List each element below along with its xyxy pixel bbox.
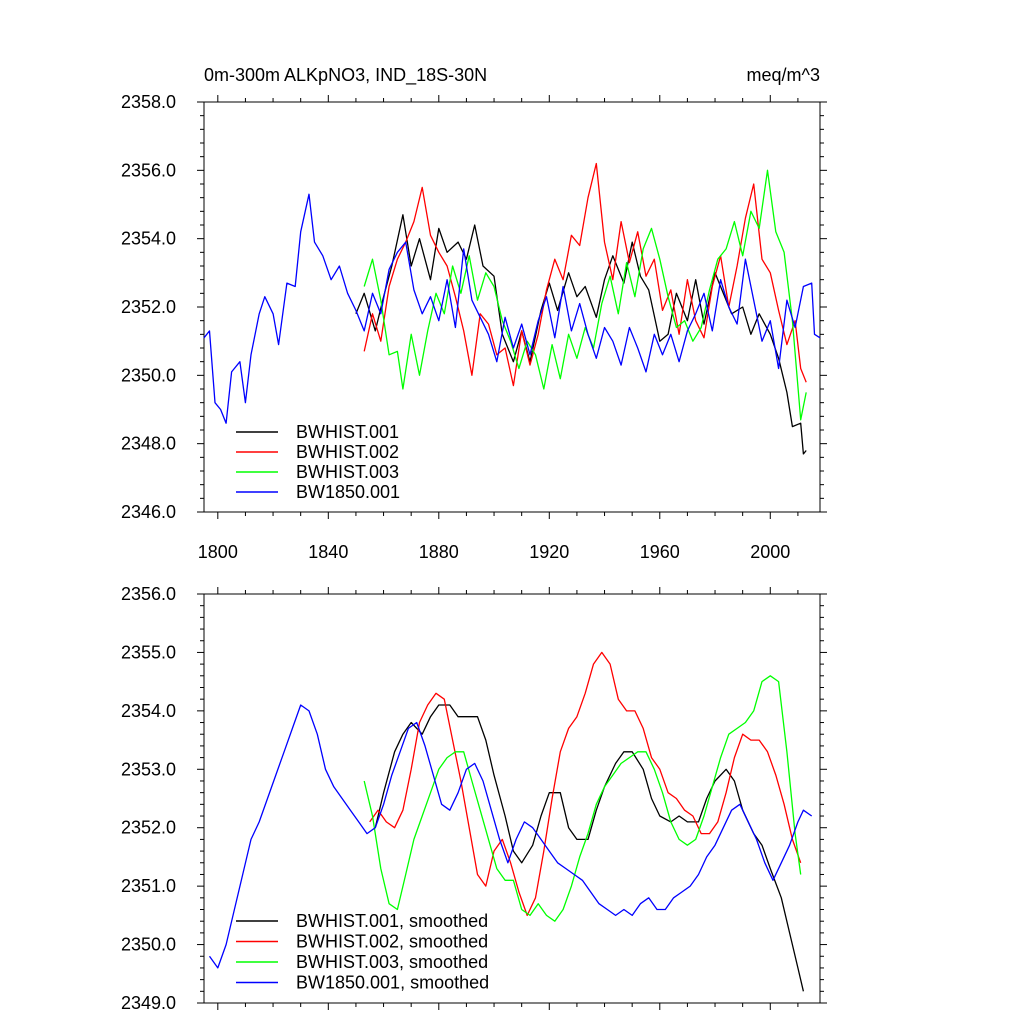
top-panel: 1800 1840 1880 1920 1960 2000 2346.0 2348.0 2350… — [121, 92, 827, 562]
y-tick-label: 2346.0 — [121, 502, 176, 522]
series-line-bw1850-001-smoothed — [208, 704, 813, 969]
series-line-bw1850-001 — [203, 193, 821, 424]
legend-label: BWHIST.001, smoothed — [296, 911, 488, 931]
y-tick-label: 2356.0 — [121, 160, 176, 180]
x-tick-label: 1920 — [529, 542, 569, 562]
legend-label: BWHIST.003 — [296, 462, 399, 482]
x-tick-label: 2000 — [750, 542, 790, 562]
y-tick-label: 2349.0 — [121, 993, 176, 1013]
legend-label: BWHIST.001 — [296, 422, 399, 442]
legend-label: BWHIST.002, smoothed — [296, 932, 488, 952]
y-tick-label: 2356.0 — [121, 584, 176, 604]
series-line-bwhist-003 — [363, 169, 807, 421]
chart-title: 0m-300m ALKpNO3, IND_18S-30N — [204, 65, 487, 86]
y-tick-label: 2352.0 — [121, 297, 176, 317]
legend-label: BWHIST.002 — [296, 442, 399, 462]
x-tick-label: 1840 — [308, 542, 348, 562]
y-tick-label: 2351.0 — [121, 876, 176, 896]
legend-label: BW1850.001, smoothed — [296, 973, 489, 993]
series-line-bwhist-002 — [363, 162, 807, 387]
y-tick-label: 2350.0 — [121, 365, 176, 385]
y-tick-label: 2353.0 — [121, 759, 176, 779]
x-tick-label: 1880 — [419, 542, 459, 562]
units-label: meq/m^3 — [747, 65, 820, 85]
plot-frame — [203, 593, 821, 1004]
y-tick-label: 2358.0 — [121, 92, 176, 112]
bottom-panel: 2349.0 2350.0 2351.0 2352.0 2353.0 2354.0 2355… — [121, 584, 827, 1013]
series-line-bwhist-001 — [355, 214, 807, 455]
y-tick-label: 2348.0 — [121, 434, 176, 454]
series-line-bwhist-001-smoothed — [374, 704, 805, 992]
legend-label: BW1850.001 — [296, 482, 400, 502]
series-line-bwhist-003-smoothed — [363, 675, 802, 922]
x-tick-label: 1960 — [640, 542, 680, 562]
y-tick-label: 2350.0 — [121, 935, 176, 955]
y-tick-label: 2354.0 — [121, 229, 176, 249]
legend-label: BWHIST.003, smoothed — [296, 952, 488, 972]
x-tick-label: 1800 — [198, 542, 238, 562]
y-tick-label: 2352.0 — [121, 818, 176, 838]
y-tick-label: 2354.0 — [121, 701, 176, 721]
y-tick-label: 2355.0 — [121, 642, 176, 662]
series-line-bwhist-002-smoothed — [369, 651, 802, 917]
